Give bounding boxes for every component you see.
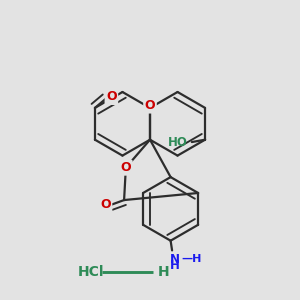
Text: H: H xyxy=(169,259,179,272)
Text: —H: —H xyxy=(182,254,202,264)
Text: O: O xyxy=(106,91,117,103)
Text: HCl: HCl xyxy=(78,265,104,279)
Text: HO: HO xyxy=(167,136,188,148)
Text: O: O xyxy=(145,99,155,112)
Text: O: O xyxy=(121,161,131,174)
Text: N: N xyxy=(169,253,179,266)
Text: H: H xyxy=(158,265,169,279)
Text: O: O xyxy=(100,197,111,211)
